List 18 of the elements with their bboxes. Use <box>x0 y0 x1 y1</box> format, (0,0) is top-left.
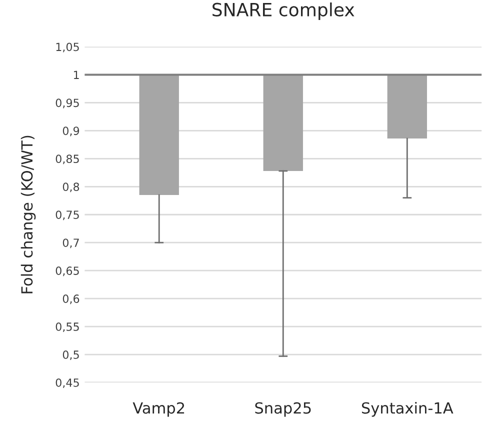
chart-title: SNARE complex <box>212 2 354 20</box>
y-tick-label: 0,7 <box>62 238 79 248</box>
y-tick-label: 0,75 <box>56 210 79 220</box>
y-tick-label: 0,95 <box>56 98 79 108</box>
y-axis-title: Fold change (KO/WT) <box>20 136 36 294</box>
y-tick-label: 0,9 <box>62 126 80 136</box>
x-tick-label: Vamp2 <box>132 402 184 417</box>
x-tick-label: Syntaxin-1A <box>362 402 454 417</box>
y-tick-label: 0,8 <box>62 182 80 192</box>
y-tick-label: 0,6 <box>62 294 80 304</box>
x-tick-label: Snap25 <box>255 402 311 417</box>
y-tick-label: 0,5 <box>62 350 79 360</box>
y-tick-label: 1,05 <box>56 42 79 52</box>
y-tick-label: 0,55 <box>56 322 79 332</box>
y-tick-label: 1 <box>74 70 79 79</box>
y-tick-label: 0,85 <box>56 154 79 164</box>
y-tick-label: 0,65 <box>56 266 79 276</box>
y-tick-label: 0,45 <box>56 378 79 388</box>
